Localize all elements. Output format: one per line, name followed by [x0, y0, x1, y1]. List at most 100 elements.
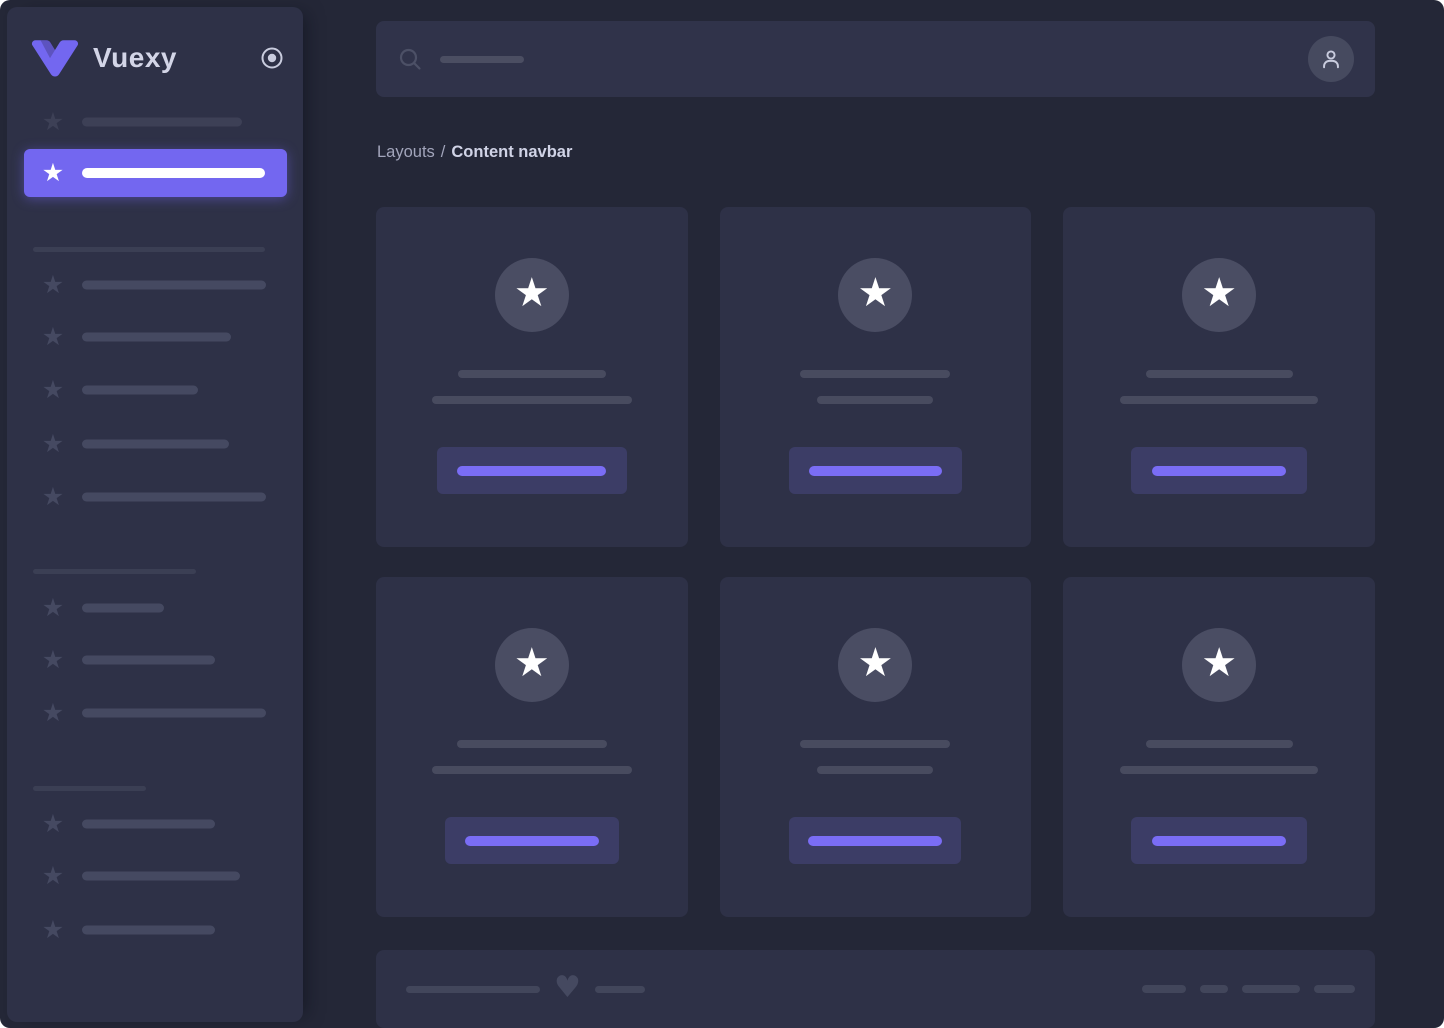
- star-icon: ★: [41, 375, 65, 404]
- breadcrumb: Layouts / Content navbar: [377, 143, 572, 162]
- user-avatar-button[interactable]: [1308, 36, 1354, 82]
- search-placeholder-skeleton: [440, 55, 524, 63]
- footer-link-skeleton: [1242, 985, 1300, 993]
- card-button[interactable]: [1131, 817, 1308, 864]
- star-icon: ★: [41, 809, 65, 838]
- card-avatar: ★: [1182, 628, 1257, 702]
- skeleton-line: [82, 332, 231, 342]
- sidebar-section-header: [7, 786, 303, 792]
- star-icon: ★: [41, 322, 65, 351]
- radio-dot-icon: [261, 47, 283, 69]
- skeleton-line: [464, 835, 599, 846]
- skeleton-line: [1152, 835, 1287, 846]
- skeleton-line: [431, 396, 632, 404]
- skeleton-line: [82, 655, 215, 665]
- skeleton-line: [82, 280, 266, 290]
- search-navbar: [376, 21, 1375, 97]
- card-button[interactable]: [436, 447, 627, 494]
- skeleton-card: ★: [719, 207, 1032, 547]
- sidebar-nav: ★ ★ ★ ★ ★ ★ ★ ★ ★ ★ ★ ★ ★: [7, 7, 303, 1022]
- breadcrumb-link-layouts[interactable]: Layouts: [377, 143, 435, 161]
- card-button[interactable]: [789, 817, 962, 864]
- sidebar-item[interactable]: ★: [7, 915, 303, 944]
- vuexy-logo-icon: [31, 40, 79, 77]
- card-button[interactable]: [444, 817, 619, 864]
- card-avatar: ★: [494, 628, 569, 702]
- skeleton-line: [800, 740, 951, 748]
- star-icon: ★: [41, 698, 65, 727]
- skeleton-line: [82, 168, 265, 178]
- star-icon: ★: [857, 270, 894, 316]
- sidebar-item[interactable]: ★: [7, 647, 303, 672]
- star-icon: ★: [1201, 640, 1238, 686]
- footer-link-skeleton: [1142, 985, 1186, 993]
- skeleton-line: [82, 708, 266, 718]
- skeleton-line: [1120, 766, 1319, 774]
- skeleton-line: [82, 117, 242, 127]
- sidebar-item[interactable]: ★: [7, 107, 303, 136]
- skeleton-line: [82, 603, 164, 613]
- sidebar-item[interactable]: ★: [7, 322, 303, 351]
- card-button[interactable]: [788, 447, 962, 494]
- skeleton-line: [82, 439, 229, 449]
- star-icon: ★: [41, 915, 65, 944]
- star-icon: ★: [1201, 270, 1238, 316]
- card-avatar: ★: [838, 258, 913, 332]
- star-icon: ★: [41, 861, 65, 890]
- skeleton-line: [1152, 465, 1287, 476]
- star-icon: ★: [41, 429, 65, 458]
- skeleton-line: [33, 569, 196, 574]
- skeleton-line: [33, 247, 265, 252]
- sidebar: Vuexy ★ ★ ★ ★ ★ ★ ★ ★ ★ ★ ★ ★ ★: [7, 7, 303, 1022]
- skeleton-line: [456, 740, 607, 748]
- skeleton-line: [457, 465, 607, 476]
- sidebar-item[interactable]: ★: [7, 861, 303, 890]
- sidebar-item[interactable]: ★: [7, 698, 303, 727]
- card-grid: ★ ★ ★ ★ ★ ★: [376, 207, 1375, 917]
- breadcrumb-current: Content navbar: [451, 143, 573, 161]
- sidebar-section-header: [7, 247, 303, 253]
- card-button[interactable]: [1131, 447, 1308, 494]
- footer-link-skeleton: [1200, 985, 1228, 993]
- breadcrumb-separator: /: [440, 143, 446, 161]
- skeleton-line: [82, 925, 215, 935]
- sidebar-item-active[interactable]: ★: [24, 149, 287, 197]
- sidebar-item[interactable]: ★: [7, 484, 303, 509]
- sidebar-item[interactable]: ★: [7, 429, 303, 458]
- skeleton-line: [82, 492, 266, 502]
- menu-pin-toggle[interactable]: [259, 45, 285, 71]
- skeleton-line: [33, 786, 146, 791]
- star-icon: ★: [41, 158, 65, 187]
- skeleton-line: [1120, 396, 1319, 404]
- skeleton-card: ★: [376, 577, 688, 917]
- sidebar-item[interactable]: ★: [7, 809, 303, 838]
- skeleton-line: [800, 370, 951, 378]
- person-icon: [1323, 50, 1339, 69]
- skeleton-line: [817, 766, 934, 774]
- skeleton-card: ★: [1063, 577, 1375, 917]
- sidebar-item[interactable]: ★: [7, 270, 303, 299]
- star-icon: ★: [857, 640, 894, 686]
- sidebar-item[interactable]: ★: [7, 595, 303, 620]
- card-avatar: ★: [494, 258, 569, 332]
- skeleton-line: [457, 370, 606, 378]
- skeleton-line: [1145, 370, 1293, 378]
- skeleton-line: [1145, 740, 1293, 748]
- sidebar-header: Vuexy: [31, 33, 285, 83]
- star-icon: ★: [41, 107, 65, 136]
- star-icon: ★: [41, 270, 65, 299]
- skeleton-line: [82, 871, 240, 881]
- card-avatar: ★: [1182, 258, 1257, 332]
- skeleton-line: [808, 465, 942, 476]
- app-title: Vuexy: [93, 42, 177, 73]
- star-icon: ★: [513, 640, 550, 686]
- footer-left: ♥: [406, 972, 645, 1003]
- star-icon: ★: [513, 270, 550, 316]
- skeleton-line: [808, 835, 943, 846]
- search-input[interactable]: [376, 21, 1308, 97]
- skeleton-card: ★: [1063, 207, 1375, 547]
- footer-link-skeleton: [1314, 985, 1355, 993]
- sidebar-section-header: [7, 569, 303, 575]
- sidebar-item[interactable]: ★: [7, 375, 303, 404]
- search-icon: [399, 48, 421, 70]
